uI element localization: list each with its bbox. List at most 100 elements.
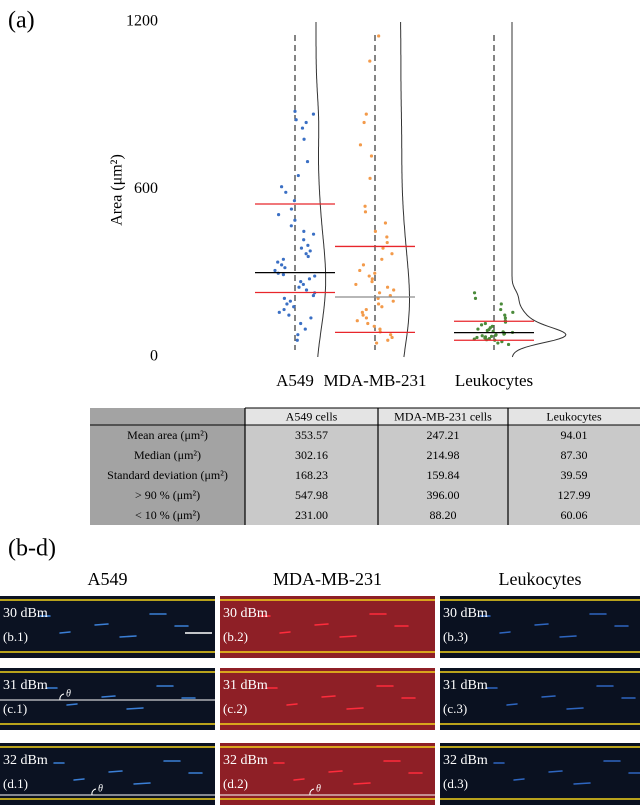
data-point: [390, 336, 393, 339]
data-point: [302, 238, 305, 241]
angle-symbol: θ: [66, 688, 71, 699]
y-tick-label: 600: [134, 180, 158, 197]
table-cell: 547.98: [295, 488, 328, 502]
data-point: [282, 258, 285, 261]
data-point: [295, 118, 298, 121]
table-cell: 168.23: [295, 468, 328, 482]
cell-streak: [340, 636, 356, 637]
data-point: [280, 263, 283, 266]
cell-streak: [560, 636, 576, 637]
data-point: [293, 199, 296, 202]
data-point: [504, 316, 507, 319]
table-cell: 302.16: [295, 448, 328, 462]
data-point: [365, 308, 368, 311]
power-label: 30 dBm: [3, 606, 48, 621]
data-point: [373, 272, 376, 275]
cell-streak: [280, 632, 290, 633]
column-title: A549: [88, 569, 128, 589]
density-curve: [512, 22, 566, 357]
table-cell: 87.30: [561, 448, 588, 462]
cell-streak: [109, 771, 122, 772]
table-header: Leukocytes: [546, 409, 602, 423]
data-point: [481, 334, 484, 337]
data-point: [494, 334, 497, 337]
data-point: [375, 341, 378, 344]
panel-id: (d.3): [443, 776, 468, 791]
table-row-label: < 10 % (μm²): [135, 508, 200, 522]
panel-id: (b.1): [3, 629, 28, 644]
data-point: [378, 327, 381, 330]
data-point: [283, 297, 286, 300]
panel-label: (a): [8, 8, 35, 34]
data-point: [289, 300, 292, 303]
table-cell: 39.59: [561, 468, 588, 482]
x-tick-label: Leukocytes: [455, 371, 533, 390]
table-cell: 396.00: [427, 488, 460, 502]
table-cell: 94.01: [561, 428, 588, 442]
data-point: [475, 336, 478, 339]
power-label: 30 dBm: [443, 606, 488, 621]
data-point: [392, 300, 395, 303]
table-header: A549 cells: [286, 409, 338, 423]
cell-streak: [500, 632, 510, 633]
cell-streak: [329, 771, 342, 772]
panel-id: (d.2): [223, 776, 248, 791]
cell-streak: [120, 636, 136, 637]
data-point: [312, 294, 315, 297]
power-label: 31 dBm: [443, 678, 488, 693]
y-axis-label: Area (μm²): [109, 154, 126, 226]
data-point: [389, 333, 392, 336]
cell-streak: [514, 779, 524, 780]
table-cell: 60.06: [561, 508, 588, 522]
cell-streak: [287, 704, 297, 705]
data-point: [277, 213, 280, 216]
table-row-label: Median (μm²): [134, 448, 201, 462]
data-point: [304, 327, 307, 330]
data-point: [309, 249, 312, 252]
table-cell: 231.00: [295, 508, 328, 522]
data-point: [390, 252, 393, 255]
cell-streak: [127, 708, 143, 709]
data-point: [306, 244, 309, 247]
data-point: [496, 341, 499, 344]
table-cell: 214.98: [427, 448, 460, 462]
data-point: [305, 252, 308, 255]
data-point: [301, 126, 304, 129]
angle-symbol: θ: [316, 783, 321, 794]
data-point: [386, 286, 389, 289]
data-point: [473, 291, 476, 294]
data-point: [378, 291, 381, 294]
data-point: [371, 277, 374, 280]
data-point: [377, 302, 380, 305]
data-point: [297, 286, 300, 289]
column-title: MDA-MB-231: [273, 569, 382, 589]
table-row-label: Mean area (μm²): [127, 428, 208, 442]
table-cell: 88.20: [430, 508, 457, 522]
data-point: [293, 110, 296, 113]
data-point: [480, 323, 483, 326]
data-point: [305, 288, 308, 291]
panel-id: (b.3): [443, 629, 468, 644]
data-point: [384, 221, 387, 224]
data-point: [306, 160, 309, 163]
data-point: [385, 235, 388, 238]
table-cell: 353.57: [295, 428, 328, 442]
data-point: [280, 185, 283, 188]
data-point: [373, 325, 376, 328]
power-label: 32 dBm: [3, 753, 48, 768]
y-tick-label: 0: [150, 348, 158, 365]
data-point: [368, 274, 371, 277]
cell-streak: [347, 708, 363, 709]
power-label: 32 dBm: [443, 753, 488, 768]
data-point: [300, 247, 303, 250]
data-point: [297, 174, 300, 177]
power-label: 31 dBm: [3, 678, 48, 693]
data-point: [365, 113, 368, 116]
data-point: [370, 154, 373, 157]
panel-label: (b-d): [8, 536, 56, 562]
density-curve: [316, 22, 326, 357]
data-point: [362, 121, 365, 124]
power-label: 30 dBm: [223, 606, 268, 621]
panel-id: (b.2): [223, 629, 248, 644]
data-point: [486, 329, 489, 332]
